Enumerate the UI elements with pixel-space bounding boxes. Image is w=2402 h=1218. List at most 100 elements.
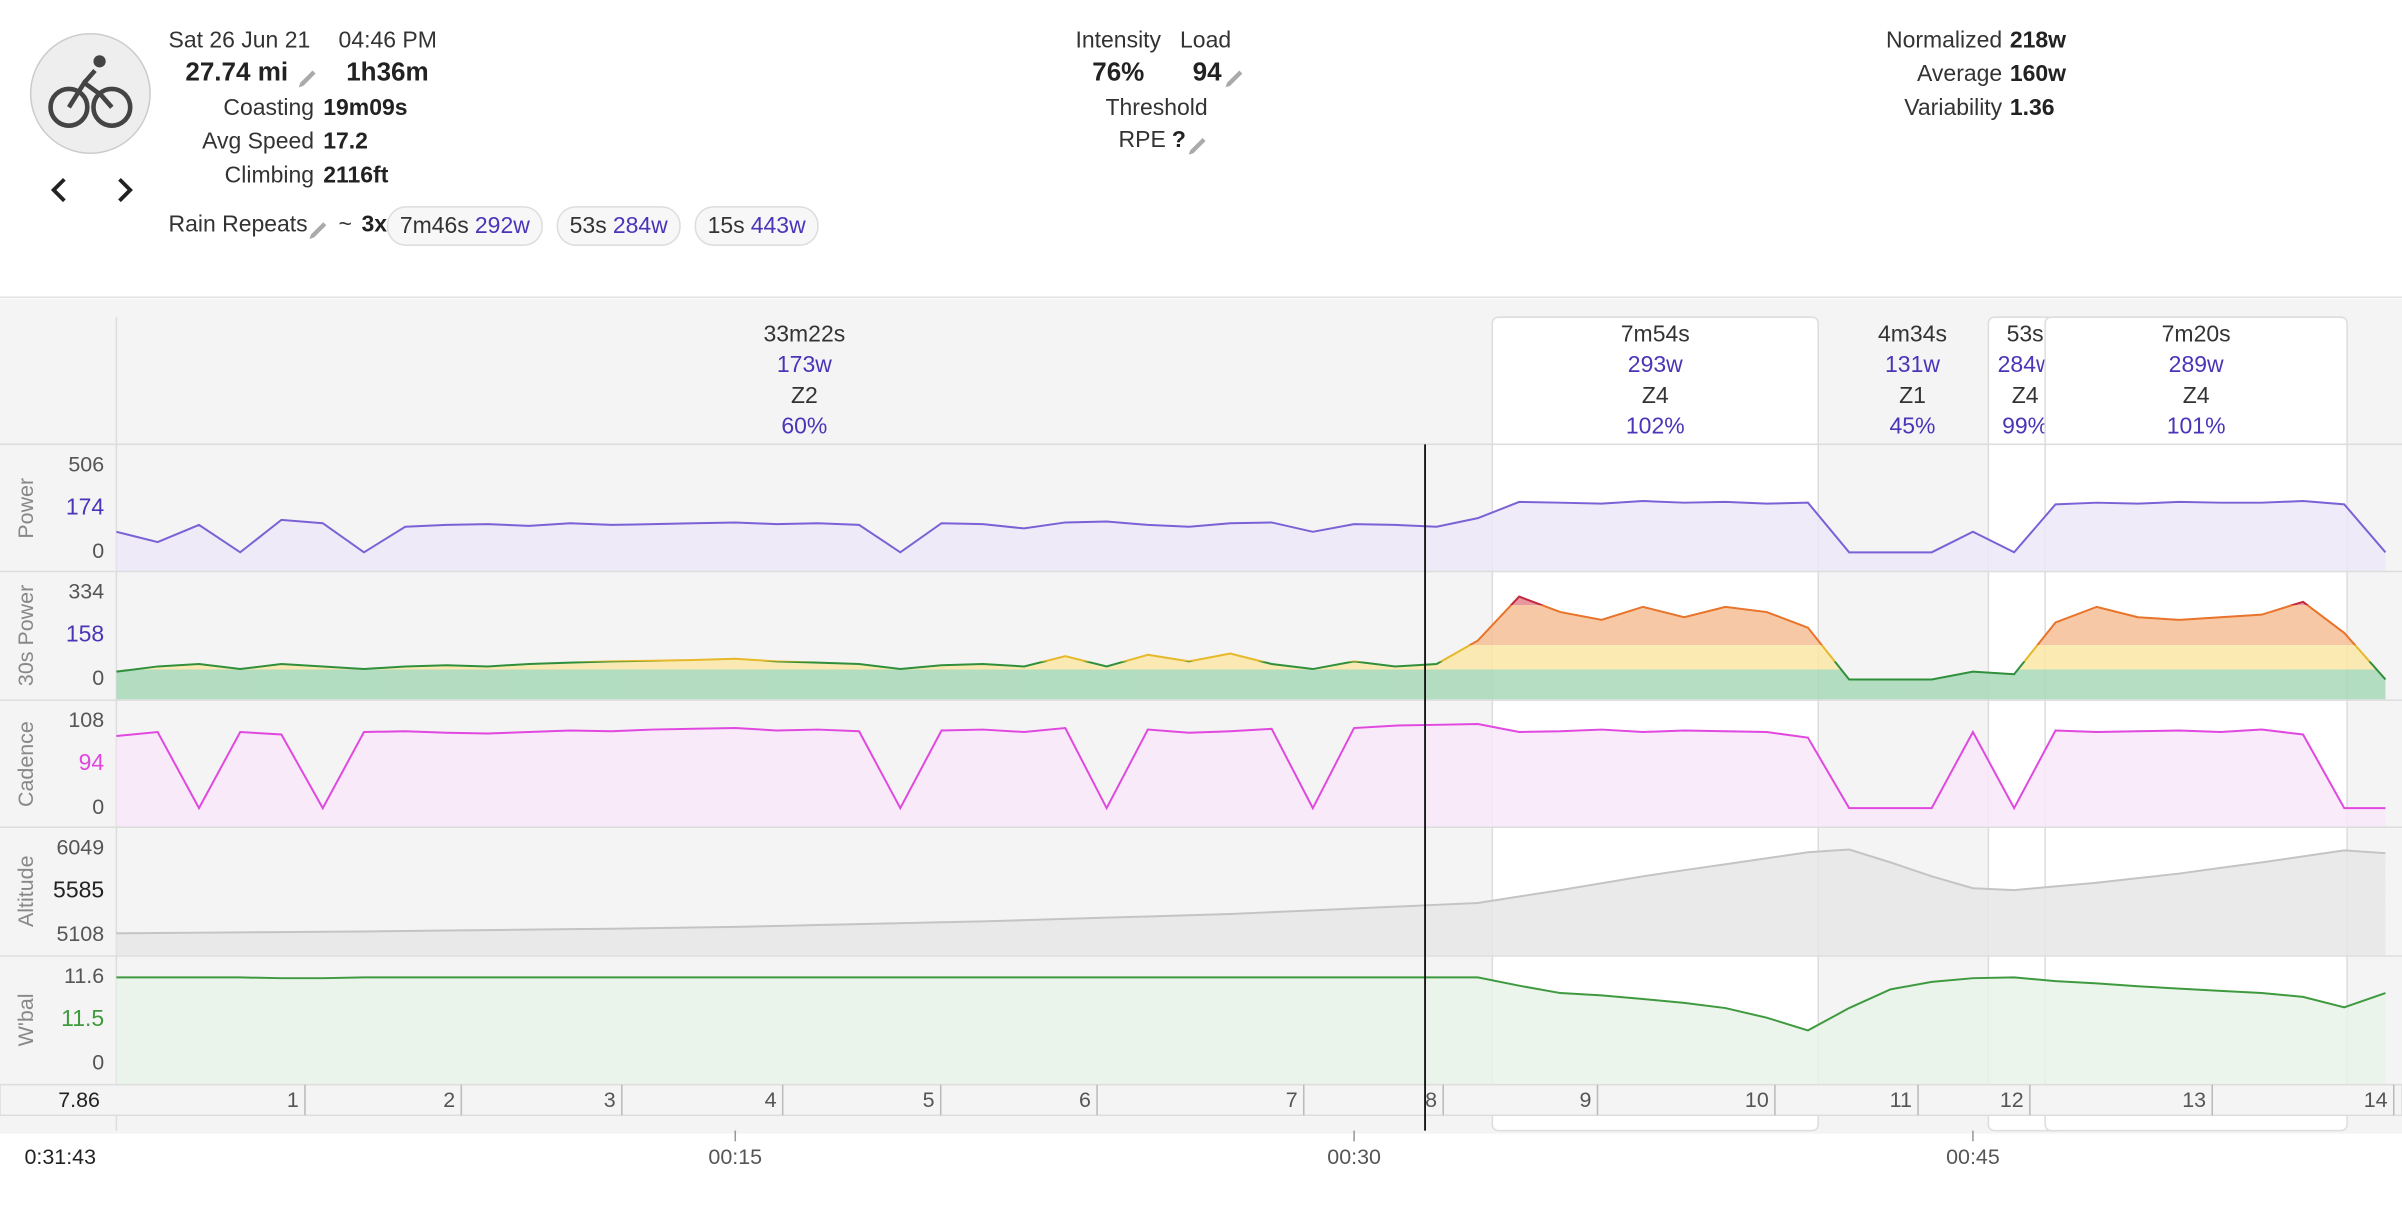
- interval-chip[interactable]: 7m46s 292w: [386, 206, 543, 246]
- edit-icon[interactable]: [1225, 70, 1243, 88]
- interval-power: 131w: [1885, 351, 1940, 377]
- stat-value: 160w: [2010, 60, 2066, 86]
- distance-label: 12: [2000, 1088, 2024, 1112]
- chip-duration: 7m46s: [400, 212, 469, 238]
- chip-background: [694, 206, 819, 246]
- chip-background: [386, 206, 543, 246]
- cursor-value: 94: [79, 749, 105, 775]
- y-tick-label: 334: [68, 580, 104, 604]
- edit-icon[interactable]: [309, 222, 327, 240]
- interval-zone: Z2: [791, 382, 818, 408]
- interval-zone: Z4: [2012, 382, 2039, 408]
- x-tick-label: 00:45: [1946, 1145, 2000, 1169]
- series-line: [116, 723, 2386, 811]
- activity-icon: [29, 33, 151, 155]
- intensity-value: 76%: [1092, 56, 1144, 86]
- stat-label: Normalized: [1886, 26, 2002, 52]
- distance-label: 13: [2182, 1088, 2206, 1112]
- y-tick-label: 11.6: [64, 964, 104, 988]
- interval-prefix: ~: [339, 210, 352, 236]
- series-line: [116, 848, 2386, 935]
- panel-label: Power: [14, 478, 38, 539]
- panel-label: Altitude: [14, 855, 38, 927]
- load-label: Load: [1180, 26, 1231, 52]
- interval-power: 293w: [1628, 351, 1683, 377]
- interval-count: 3x: [362, 210, 388, 236]
- stat-value: 1.36: [2010, 94, 2055, 120]
- interval-zone: Z4: [1642, 382, 1669, 408]
- interval-zone: Z4: [2183, 382, 2210, 408]
- distance-label: 6: [1079, 1088, 1091, 1112]
- cursor-value: 11.5: [61, 1005, 104, 1031]
- interval-percent: 45%: [1890, 413, 1936, 439]
- stat-label: Variability: [1904, 94, 2002, 120]
- y-tick-label: 0: [92, 795, 104, 819]
- stat-value: 17.2: [323, 128, 368, 154]
- interval-chip[interactable]: 53s 284w: [556, 206, 681, 246]
- series-area: [116, 501, 2386, 573]
- stat-value: 2116ft: [323, 161, 388, 187]
- edit-icon[interactable]: [298, 70, 316, 88]
- cursor-time: 0:31:43: [25, 1145, 97, 1169]
- distance-cursor: 7.86: [58, 1088, 100, 1112]
- distance-label: 2: [443, 1088, 455, 1112]
- interval-duration: 7m20s: [2162, 321, 2231, 347]
- distance-label: 9: [1579, 1088, 1591, 1112]
- panel-label: Cadence: [14, 721, 38, 807]
- x-tick-label: 00:30: [1327, 1145, 1381, 1169]
- stat-value: 19m09s: [323, 94, 407, 120]
- y-tick-label: 0: [92, 1051, 104, 1075]
- intensity-label: Intensity: [1076, 26, 1162, 52]
- stat-value: 218w: [2010, 26, 2066, 52]
- stat-label: Average: [1917, 60, 2002, 86]
- edit-icon[interactable]: [1188, 137, 1206, 155]
- distance-label: 8: [1425, 1088, 1437, 1112]
- cursor-value: 158: [66, 620, 104, 646]
- distance-label: 14: [2364, 1088, 2388, 1112]
- distance: 27.74 mi: [185, 56, 288, 86]
- interval-percent: 102%: [1626, 413, 1685, 439]
- distance-label: 5: [923, 1088, 935, 1112]
- x-tick-label: 00:15: [708, 1145, 762, 1169]
- interval-duration: 33m22s: [764, 321, 846, 347]
- cursor-value: 174: [66, 493, 105, 519]
- next-button[interactable]: [118, 177, 133, 203]
- distance-label: 7: [1286, 1088, 1298, 1112]
- y-tick-label: 506: [68, 452, 104, 476]
- chip-background: [556, 206, 681, 246]
- y-tick-label: 0: [92, 666, 104, 690]
- series-area: [116, 596, 2386, 700]
- stat-label: Avg Speed: [202, 128, 314, 154]
- interval-duration: 53s: [2007, 321, 2044, 347]
- stat-label: Climbing: [225, 161, 314, 187]
- interval-chip[interactable]: 15s 443w: [694, 206, 819, 246]
- time: 04:46 PM: [339, 26, 437, 52]
- series-area: [116, 724, 2386, 829]
- panel-label: W'bal: [14, 993, 38, 1046]
- interval-zone: Z1: [1899, 382, 1926, 408]
- y-tick-label: 6049: [56, 835, 104, 859]
- interval-name: Rain Repeats: [169, 210, 308, 236]
- chip-power: 292w: [475, 212, 530, 238]
- stat-label: Coasting: [223, 94, 314, 120]
- interval-power: 289w: [2169, 351, 2224, 377]
- series-area: [116, 977, 2386, 1084]
- distance-label: 3: [604, 1088, 616, 1112]
- interval-percent: 99%: [2002, 413, 2048, 439]
- series-line: [116, 976, 2386, 1032]
- distance-label: 10: [1745, 1088, 1769, 1112]
- y-tick-label: 108: [68, 708, 104, 732]
- chip-power: 284w: [613, 212, 668, 238]
- chip-duration: 53s: [570, 212, 607, 238]
- prev-button[interactable]: [50, 177, 66, 203]
- rpe-value: ?: [1172, 126, 1186, 152]
- chip-duration: 15s: [708, 212, 745, 238]
- interval-power: 284w: [1998, 351, 2053, 377]
- interval-power: 173w: [777, 351, 832, 377]
- y-tick-label: 5108: [56, 922, 104, 946]
- duration: 1h36m: [346, 56, 428, 86]
- panel-label: 30s Power: [14, 585, 38, 686]
- chip-power: 443w: [751, 212, 806, 238]
- cursor-value: 5585: [53, 876, 104, 902]
- interval-percent: 101%: [2167, 413, 2226, 439]
